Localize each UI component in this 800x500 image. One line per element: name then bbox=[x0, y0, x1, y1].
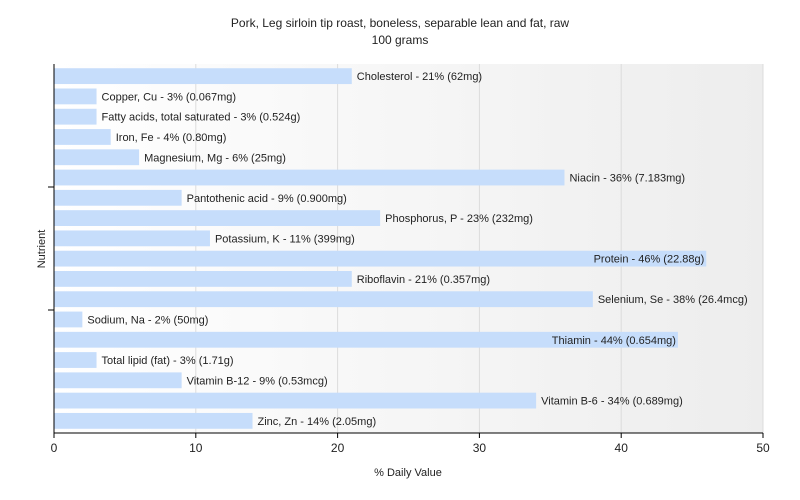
bar-13 bbox=[54, 331, 678, 348]
x-tick-label-1: 10 bbox=[189, 441, 203, 455]
bar-16 bbox=[54, 392, 537, 409]
bar-label-9: Protein - 46% (22.88g) bbox=[594, 254, 705, 266]
bar-label-10: Riboflavin - 21% (0.357mg) bbox=[357, 274, 490, 286]
x-tick-label-4: 40 bbox=[615, 441, 629, 455]
bar-labels: Cholesterol - 21% (62mg) Copper, Cu - 3% … bbox=[87, 71, 747, 428]
bar-label-12: Sodium, Na - 2% (50mg) bbox=[87, 314, 208, 326]
bar-label-1: Copper, Cu - 3% (0.067mg) bbox=[102, 91, 237, 103]
bar-14 bbox=[54, 352, 97, 368]
bar-label-8: Potassium, K - 11% (399mg) bbox=[215, 233, 355, 245]
y-axis-label: Nutrient bbox=[36, 230, 48, 269]
bar-label-13: Thiamin - 44% (0.654mg) bbox=[552, 335, 676, 347]
chart-title: Pork, Leg sirloin tip roast, boneless, s… bbox=[231, 16, 570, 30]
x-tick-label-2: 20 bbox=[331, 441, 345, 455]
bar-2 bbox=[54, 108, 97, 125]
bar-15 bbox=[54, 372, 182, 389]
bar-label-4: Magnesium, Mg - 6% (25mg) bbox=[144, 152, 286, 164]
bar-label-17: Zinc, Zn - 14% (2.05mg) bbox=[258, 416, 377, 428]
axes bbox=[48, 64, 763, 434]
bar-11 bbox=[54, 291, 593, 308]
bar-label-16: Vitamin B-6 - 34% (0.689mg) bbox=[541, 396, 683, 408]
bar-8 bbox=[54, 230, 210, 247]
bar-label-0: Cholesterol - 21% (62mg) bbox=[357, 71, 482, 83]
x-axis-label: % Daily Value bbox=[374, 467, 442, 479]
bar-4 bbox=[54, 149, 140, 166]
chart-subtitle: 100 grams bbox=[372, 33, 429, 47]
plot-area bbox=[54, 64, 763, 433]
x-tick-label-3: 30 bbox=[473, 441, 487, 455]
bars bbox=[54, 68, 707, 429]
bar-label-15: Vitamin B-12 - 9% (0.53mcg) bbox=[187, 375, 328, 387]
x-tick-label-5: 50 bbox=[756, 441, 770, 455]
x-tick-label-0: 0 bbox=[51, 441, 58, 455]
bar-label-5: Niacin - 36% (7.183mg) bbox=[569, 173, 685, 185]
bar-6 bbox=[54, 189, 182, 206]
bar-label-14: Total lipid (fat) - 3% (1.71g) bbox=[102, 355, 234, 367]
bar-17 bbox=[54, 412, 253, 429]
bar-0 bbox=[54, 68, 352, 85]
bar-1 bbox=[54, 88, 97, 105]
bar-3 bbox=[54, 129, 111, 145]
plot-background bbox=[54, 64, 763, 433]
bar-label-6: Pantothenic acid - 9% (0.900mg) bbox=[187, 193, 347, 205]
bar-label-11: Selenium, Se - 38% (26.4mcg) bbox=[598, 294, 748, 306]
bar-12 bbox=[54, 311, 83, 328]
bar-10 bbox=[54, 271, 352, 287]
bar-label-2: Fatty acids, total saturated - 3% (0.524… bbox=[102, 112, 301, 124]
gridlines bbox=[195, 64, 764, 433]
x-tick-labels: 0 10 20 30 40 50 bbox=[51, 433, 770, 455]
bar-label-3: Iron, Fe - 4% (0.80mg) bbox=[116, 132, 227, 144]
bar-7 bbox=[54, 210, 381, 226]
bar-label-7: Phosphorus, P - 23% (232mg) bbox=[385, 213, 533, 225]
bar-5 bbox=[54, 169, 565, 186]
bar-9 bbox=[54, 250, 707, 267]
